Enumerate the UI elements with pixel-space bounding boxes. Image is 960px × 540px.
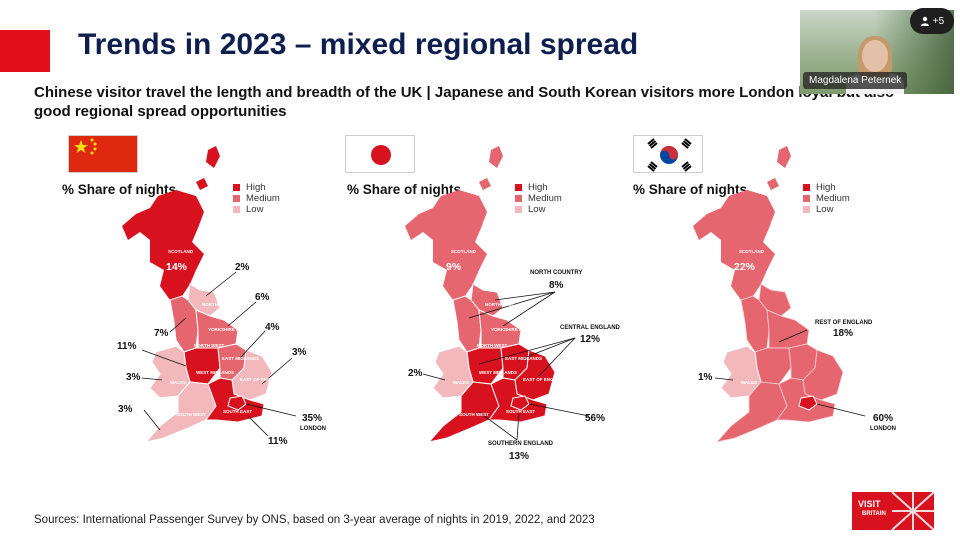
korea-rest-of-england-label: REST OF ENGLAND <box>815 320 873 326</box>
japan-north-east-label: NORTH EAST <box>485 302 515 307</box>
japan-north-west-label: NORTH WEST <box>477 343 508 348</box>
china-share-heading: % Share of nights <box>62 182 177 197</box>
japan-southern-england-label: SOUTHERN ENGLAND <box>488 441 554 447</box>
legend-high-label: High <box>246 182 266 193</box>
legend-high-swatch <box>233 184 240 191</box>
legend-medium-label: Medium <box>528 193 562 204</box>
china-wales-value: 3% <box>126 372 141 383</box>
japan-scotland-value: 9% <box>446 261 462 273</box>
slide-title: Trends in 2023 – mixed regional spread <box>78 28 639 61</box>
china-south-east-label: SOUTH EAST <box>223 409 253 414</box>
legend-high-swatch <box>515 184 522 191</box>
china-south-west-value: 3% <box>118 404 133 415</box>
china-south-west-label: SOUTH WEST <box>176 412 206 417</box>
japan-east-midlands-label: EAST MIDLANDS <box>505 356 542 361</box>
legend-high-swatch <box>803 184 810 191</box>
legend-low-label: Low <box>816 204 834 215</box>
china-east-midlands-value: 4% <box>265 322 280 333</box>
logo-line2: BRITAIN <box>862 511 886 517</box>
japan-north-country-label: NORTH COUNTRY <box>530 270 583 276</box>
china-scotland-value: 14% <box>166 261 188 273</box>
participant-name-tag: Magdalena Peternek <box>803 72 908 89</box>
slide-subtitle: Chinese visitor travel the length and br… <box>34 84 895 120</box>
japan-wales-label: WALES <box>453 380 470 385</box>
legend-low-label: Low <box>246 204 264 215</box>
legend-high-label: High <box>528 182 548 193</box>
legend-medium-swatch <box>233 195 240 202</box>
south-korea-flag-icon <box>633 135 703 173</box>
korea-scotland-value: 22% <box>734 261 756 273</box>
accent-red-block <box>0 30 50 72</box>
japan-north-country-value: 8% <box>549 280 564 291</box>
korea-wales-label: WALES <box>741 380 758 385</box>
china-north-west-value: 7% <box>154 328 169 339</box>
japan-share-heading: % Share of nights <box>347 182 462 197</box>
china-north-east-value: 2% <box>235 262 250 273</box>
china-scotland-label: SCOTLAND <box>168 249 193 254</box>
china-london-label: LONDON <box>300 426 326 432</box>
legend-low-swatch <box>233 206 240 213</box>
korea-scotland-label: SCOTLAND <box>739 249 764 254</box>
china-east-of-england-value: 3% <box>292 347 307 358</box>
japan-east-of-england-label: EAST OF ENGLAND <box>523 377 567 382</box>
china-wales-label: WALES <box>170 380 187 385</box>
japan-legend: High Medium Low <box>515 182 562 215</box>
legend-low-label: Low <box>528 204 546 215</box>
legend-medium-label: Medium <box>816 193 850 204</box>
logo-line1: VISIT <box>858 499 881 509</box>
china-west-midlands-label: WEST MIDLANDS <box>196 370 234 375</box>
korea-london-value: 60% <box>873 413 894 424</box>
china-london-value: 35% <box>302 413 323 424</box>
china-yorkshire-value: 6% <box>255 292 270 303</box>
china-east-of-england-label: EAST OF ENGLAND <box>240 377 284 382</box>
participant-face <box>862 40 888 72</box>
japan-central-england-label: CENTRAL ENGLAND <box>560 325 620 331</box>
korea-legend: High Medium Low <box>803 182 850 215</box>
china-yorkshire-label: YORKSHIRE AND THE HUMBER <box>208 327 277 332</box>
person-icon <box>920 16 929 26</box>
korea-london-label: LONDON <box>870 426 896 432</box>
china-legend: High Medium Low <box>233 182 280 215</box>
japan-south-east-label: SOUTH EAST <box>506 409 536 414</box>
china-north-east-label: NORTH EAST <box>202 302 232 307</box>
japan-central-england-value: 12% <box>580 334 601 345</box>
japan-southern-england-value: 13% <box>509 451 530 462</box>
japan-yorkshire-label: YORKSHIRE AND THE HUMBER <box>491 327 560 332</box>
participants-button[interactable]: +5 <box>910 8 954 34</box>
legend-high-label: High <box>816 182 836 193</box>
japan-wales-value: 2% <box>408 368 423 379</box>
participants-count: +5 <box>932 15 945 27</box>
japan-south-west-label: SOUTH WEST <box>459 412 489 417</box>
legend-low-swatch <box>803 206 810 213</box>
china-north-west-label: NORTH WEST <box>194 343 225 348</box>
legend-medium-label: Medium <box>246 193 280 204</box>
japan-london-value: 56% <box>585 413 606 424</box>
legend-low-swatch <box>515 206 522 213</box>
china-flag-icon <box>68 135 138 173</box>
japan-scotland-label: SCOTLAND <box>451 249 476 254</box>
china-west-midlands-value: 11% <box>117 341 137 352</box>
source-footnote: Sources: International Passenger Survey … <box>34 514 595 526</box>
china-east-midlands-label: EAST MIDLANDS <box>222 356 259 361</box>
korea-share-heading: % Share of nights <box>633 182 748 197</box>
korea-wales-value: 1% <box>698 372 713 383</box>
china-south-east-value: 11% <box>268 436 288 447</box>
japan-west-midlands-label: WEST MIDLANDS <box>479 370 517 375</box>
legend-medium-swatch <box>515 195 522 202</box>
visit-britain-logo: VISIT BRITAIN <box>852 492 934 530</box>
legend-medium-swatch <box>803 195 810 202</box>
korea-rest-of-england-value: 18% <box>833 328 854 339</box>
japan-flag-icon <box>345 135 415 173</box>
